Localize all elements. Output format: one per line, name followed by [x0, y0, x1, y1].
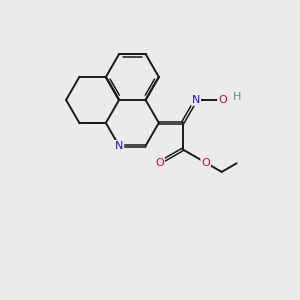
Text: O: O	[201, 158, 210, 168]
Text: N: N	[115, 141, 123, 151]
Text: N: N	[192, 95, 200, 105]
Text: H: H	[233, 92, 241, 102]
Text: O: O	[218, 95, 227, 105]
Text: O: O	[155, 158, 164, 168]
